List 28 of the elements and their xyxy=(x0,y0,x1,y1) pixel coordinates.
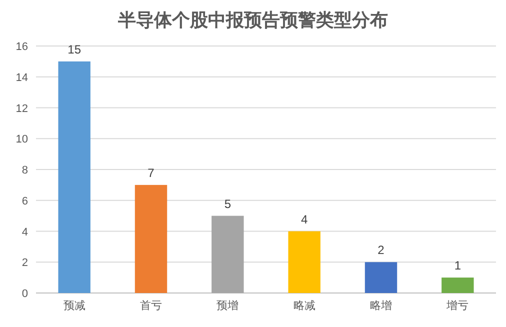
data-label: 15 xyxy=(68,42,82,56)
x-tick-label: 首亏 xyxy=(140,300,162,312)
bar xyxy=(134,184,168,293)
y-tick-label: 0 xyxy=(22,288,28,300)
data-label: 4 xyxy=(300,212,308,226)
bar xyxy=(58,61,90,293)
x-tick-label: 略减 xyxy=(293,299,316,312)
y-tick-label: 8 xyxy=(22,164,28,176)
bar xyxy=(364,262,398,293)
y-tick-label: 2 xyxy=(22,257,28,270)
bar xyxy=(212,216,244,293)
y-tick-label: 6 xyxy=(22,195,28,208)
x-tick-label: 预减 xyxy=(63,299,86,312)
data-label: 1 xyxy=(454,258,462,273)
y-tick-label: 16 xyxy=(16,41,28,53)
data-label: 5 xyxy=(224,196,232,211)
y-tick-label: 12 xyxy=(16,102,28,115)
x-tick-label: 略增 xyxy=(370,300,392,312)
bar xyxy=(288,231,320,293)
x-tick-label: 预增 xyxy=(216,300,239,312)
y-tick-label: 10 xyxy=(16,134,28,146)
bar xyxy=(442,278,474,293)
chart-title: 半导体个股中报预告预警类型分布 xyxy=(117,10,388,30)
data-label: 2 xyxy=(378,243,385,258)
y-tick-label: 14 xyxy=(16,72,28,84)
y-tick-label: 4 xyxy=(22,226,28,238)
x-tick-label: 增亏 xyxy=(446,300,469,312)
data-label: 7 xyxy=(148,166,155,180)
